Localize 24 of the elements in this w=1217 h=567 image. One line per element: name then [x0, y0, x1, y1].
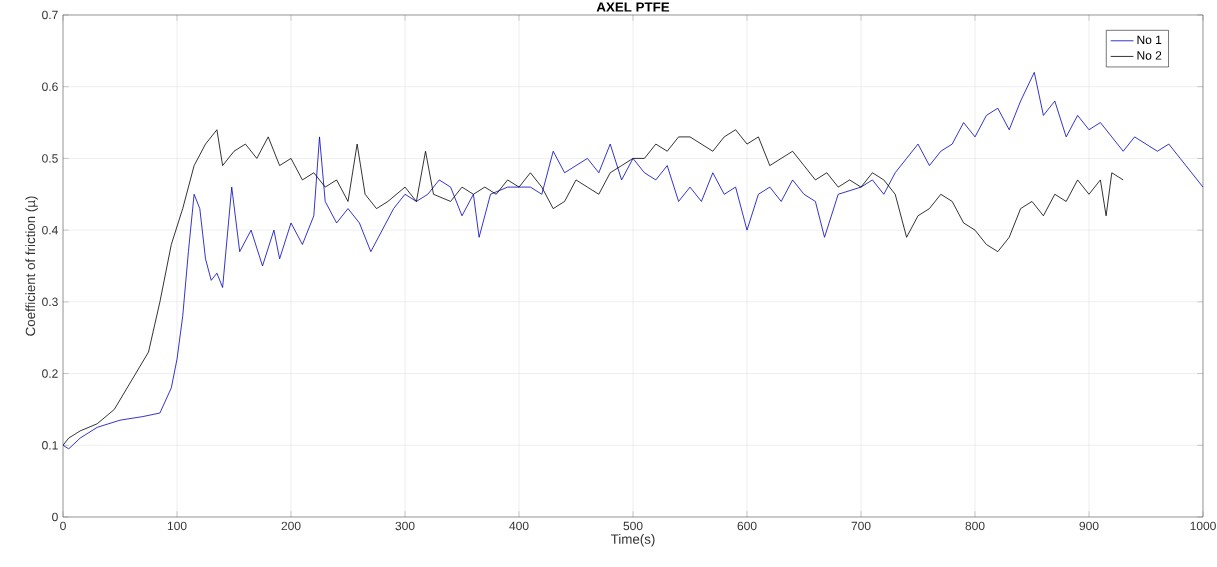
x-tick-label: 400 [509, 521, 529, 531]
y-tick-label: 0.7 [42, 10, 58, 20]
x-tick-label: 300 [395, 521, 415, 531]
x-tick-label: 700 [851, 521, 871, 531]
y-tick-label: 0.5 [42, 154, 58, 163]
y-axis-title: Coefficient of friction (µ) [25, 196, 38, 336]
x-tick-label: 100 [167, 521, 187, 531]
x-tick-label: 200 [281, 521, 301, 531]
chart-title: AXEL PTFE [596, 2, 670, 12]
x-tick-label: 600 [737, 521, 757, 531]
x-axis-title: Time(s) [610, 534, 655, 547]
legend-label: No 2 [1137, 51, 1162, 60]
y-tick-label: 0.2 [42, 369, 58, 378]
legend-label: No 1 [1137, 35, 1162, 45]
x-tick-label: 900 [1079, 521, 1099, 531]
y-tick-label: 0.4 [42, 225, 58, 235]
x-tick-label: 800 [965, 521, 985, 531]
y-tick-label: 0 [52, 512, 58, 522]
y-tick-label: 0.1 [42, 441, 58, 450]
y-tick-label: 0.3 [42, 297, 58, 307]
x-tick-label: 0 [60, 521, 66, 531]
y-tick-label: 0.6 [42, 82, 58, 91]
x-tick-label: 500 [623, 521, 643, 531]
x-tick-label: 1000 [1190, 521, 1216, 531]
